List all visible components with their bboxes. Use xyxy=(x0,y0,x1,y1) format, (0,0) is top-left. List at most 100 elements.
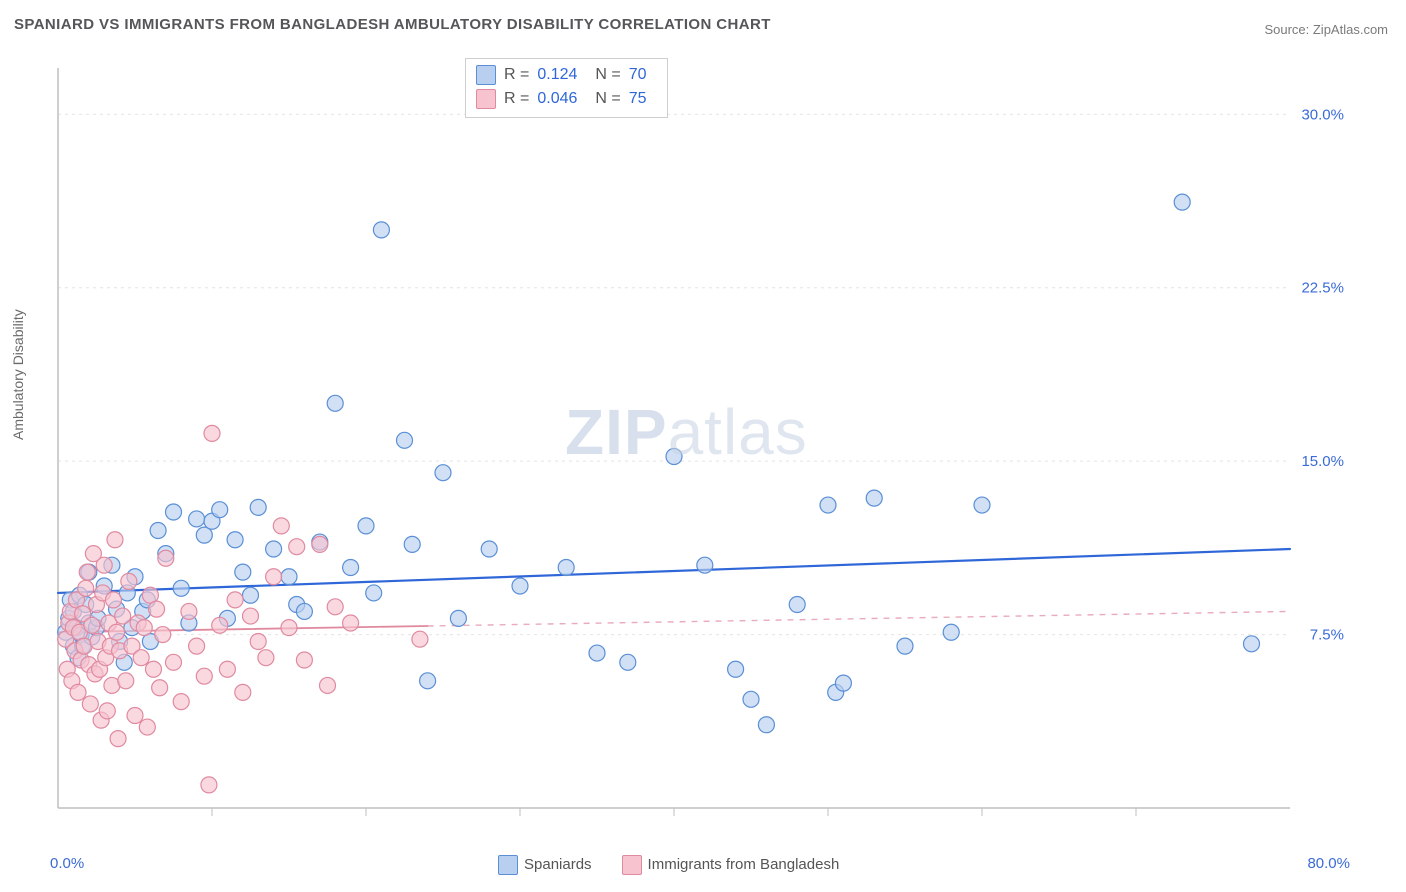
data-point-spaniards xyxy=(343,560,359,576)
data-point-bangladesh xyxy=(149,601,165,617)
stats-r-value: 0.124 xyxy=(537,66,577,84)
data-point-bangladesh xyxy=(312,536,328,552)
y-tick-label: 30.0% xyxy=(1301,106,1344,123)
data-point-spaniards xyxy=(728,661,744,677)
data-point-bangladesh xyxy=(99,703,115,719)
data-point-bangladesh xyxy=(173,694,189,710)
data-point-spaniards xyxy=(327,395,343,411)
data-point-bangladesh xyxy=(166,654,182,670)
data-point-bangladesh xyxy=(212,617,228,633)
data-point-bangladesh xyxy=(96,557,112,573)
data-point-spaniards xyxy=(697,557,713,573)
data-point-spaniards xyxy=(281,569,297,585)
data-point-bangladesh xyxy=(115,608,131,624)
y-tick-label: 7.5% xyxy=(1310,627,1344,644)
data-point-spaniards xyxy=(166,504,182,520)
data-point-spaniards xyxy=(404,536,420,552)
data-point-bangladesh xyxy=(289,539,305,555)
data-point-bangladesh xyxy=(235,684,251,700)
stats-r-value: 0.046 xyxy=(537,90,577,108)
data-point-spaniards xyxy=(366,585,382,601)
data-point-bangladesh xyxy=(266,569,282,585)
data-point-bangladesh xyxy=(258,650,274,666)
data-point-bangladesh xyxy=(158,550,174,566)
data-point-spaniards xyxy=(358,518,374,534)
data-point-bangladesh xyxy=(109,624,125,640)
data-point-spaniards xyxy=(666,449,682,465)
data-point-spaniards xyxy=(212,502,228,518)
data-point-spaniards xyxy=(1174,194,1190,210)
legend-label-bangladesh: Immigrants from Bangladesh xyxy=(648,856,840,873)
data-point-spaniards xyxy=(512,578,528,594)
data-point-bangladesh xyxy=(250,634,266,650)
data-point-bangladesh xyxy=(133,650,149,666)
data-point-bangladesh xyxy=(189,638,205,654)
stats-swatch-bangladesh xyxy=(476,89,496,109)
data-point-spaniards xyxy=(835,675,851,691)
data-point-spaniards xyxy=(620,654,636,670)
legend-swatch-bangladesh xyxy=(622,855,642,875)
source-attribution: Source: ZipAtlas.com xyxy=(1264,22,1388,37)
data-point-spaniards xyxy=(173,580,189,596)
chart-container: SPANIARD VS IMMIGRANTS FROM BANGLADESH A… xyxy=(0,0,1406,892)
data-point-bangladesh xyxy=(145,661,161,677)
data-point-spaniards xyxy=(558,560,574,576)
data-point-spaniards xyxy=(943,624,959,640)
data-point-bangladesh xyxy=(327,599,343,615)
legend-bottom: Spaniards Immigrants from Bangladesh xyxy=(498,855,839,875)
data-point-bangladesh xyxy=(155,627,171,643)
legend-item-spaniards: Spaniards xyxy=(498,855,592,875)
data-point-spaniards xyxy=(820,497,836,513)
chart-title: SPANIARD VS IMMIGRANTS FROM BANGLADESH A… xyxy=(14,16,771,33)
x-axis-max-label: 80.0% xyxy=(1307,855,1350,872)
data-point-bangladesh xyxy=(227,592,243,608)
data-point-bangladesh xyxy=(281,620,297,636)
legend-label-spaniards: Spaniards xyxy=(524,856,592,873)
data-point-bangladesh xyxy=(343,615,359,631)
stats-n-label: N = xyxy=(595,66,620,84)
data-point-bangladesh xyxy=(78,580,94,596)
data-point-spaniards xyxy=(266,541,282,557)
data-point-bangladesh xyxy=(320,677,336,693)
data-point-bangladesh xyxy=(84,617,100,633)
stats-n-label: N = xyxy=(595,90,620,108)
data-point-bangladesh xyxy=(105,592,121,608)
correlation-stats-box: R =0.124N =70R =0.046N =75 xyxy=(465,58,668,118)
stats-n-value: 75 xyxy=(629,90,647,108)
y-tick-label: 15.0% xyxy=(1301,453,1344,470)
data-point-spaniards xyxy=(743,691,759,707)
data-point-spaniards xyxy=(897,638,913,654)
stats-row-bangladesh: R =0.046N =75 xyxy=(476,87,657,111)
data-point-spaniards xyxy=(589,645,605,661)
data-point-bangladesh xyxy=(70,684,86,700)
stats-r-label: R = xyxy=(504,66,529,84)
scatter-plot: 7.5% 15.0% 22.5% 30.0% xyxy=(50,60,1350,830)
data-point-bangladesh xyxy=(118,673,134,689)
data-point-spaniards xyxy=(189,511,205,527)
y-tick-label: 22.5% xyxy=(1301,280,1344,297)
data-point-bangladesh xyxy=(201,777,217,793)
data-point-spaniards xyxy=(420,673,436,689)
data-point-bangladesh xyxy=(196,668,212,684)
stats-swatch-spaniards xyxy=(476,65,496,85)
data-point-bangladesh xyxy=(204,425,220,441)
data-point-bangladesh xyxy=(139,719,155,735)
data-point-spaniards xyxy=(789,597,805,613)
data-point-bangladesh xyxy=(79,564,95,580)
data-point-spaniards xyxy=(373,222,389,238)
data-point-bangladesh xyxy=(296,652,312,668)
data-point-bangladesh xyxy=(181,603,197,619)
data-point-spaniards xyxy=(758,717,774,733)
data-point-bangladesh xyxy=(82,696,98,712)
data-point-spaniards xyxy=(235,564,251,580)
data-point-bangladesh xyxy=(136,620,152,636)
data-point-spaniards xyxy=(450,610,466,626)
data-point-bangladesh xyxy=(107,532,123,548)
data-point-bangladesh xyxy=(412,631,428,647)
data-point-spaniards xyxy=(866,490,882,506)
data-point-spaniards xyxy=(227,532,243,548)
data-point-spaniards xyxy=(1244,636,1260,652)
data-point-spaniards xyxy=(397,432,413,448)
data-point-spaniards xyxy=(974,497,990,513)
y-axis-label: Ambulatory Disability xyxy=(10,309,26,440)
